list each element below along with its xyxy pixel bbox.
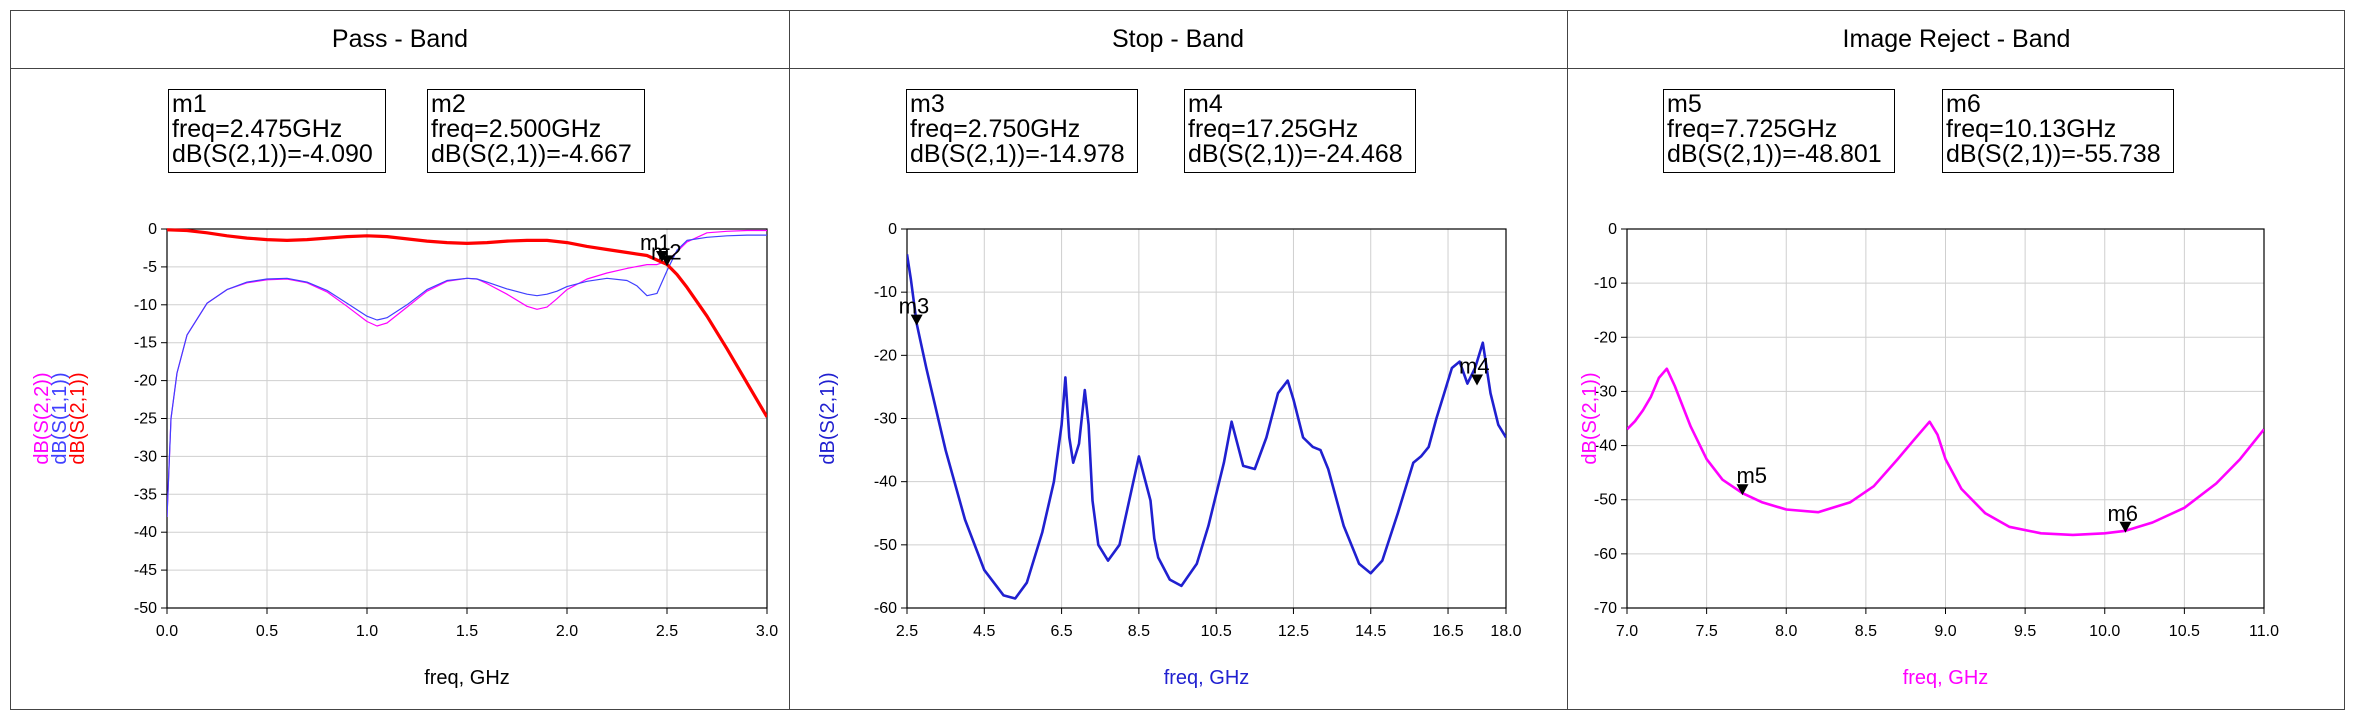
- marker-freq-line: freq=10.13GHz: [1946, 115, 2117, 143]
- header-divider: [11, 68, 2344, 69]
- marker-freq-line: freq=2.750GHz: [910, 115, 1081, 143]
- marker-name: m2: [431, 90, 466, 118]
- figure-frame: Pass - Band Stop - Band Image Reject - B…: [10, 10, 2345, 710]
- marker-readout-m5: m5 freq=7.725GHz dB(S(2,1))=-48.801: [1663, 89, 1895, 173]
- marker-name: m1: [172, 90, 207, 118]
- marker-freq-line: freq=7.725GHz: [1667, 115, 1838, 143]
- marker-name: m3: [910, 90, 945, 118]
- panel-title-stop-band: Stop - Band: [1111, 25, 1245, 53]
- marker-readout-m6: m6 freq=10.13GHz dB(S(2,1))=-55.738: [1942, 89, 2174, 173]
- marker-readout-m3: m3 freq=2.750GHz dB(S(2,1))=-14.978: [906, 89, 1138, 173]
- panel-title-pass-band: Pass - Band: [331, 25, 469, 53]
- marker-readout-m1: m1 freq=2.475GHz dB(S(2,1))=-4.090: [168, 89, 386, 173]
- panel-divider-1: [789, 11, 790, 709]
- marker-value-line: dB(S(2,1))=-4.667: [431, 140, 632, 168]
- marker-freq-line: freq=2.500GHz: [431, 115, 602, 143]
- marker-freq-line: freq=2.475GHz: [172, 115, 343, 143]
- marker-value-line: dB(S(2,1))=-24.468: [1188, 140, 1403, 168]
- panel-divider-2: [1567, 11, 1568, 709]
- marker-value-line: dB(S(2,1))=-55.738: [1946, 140, 2161, 168]
- marker-name: m6: [1946, 90, 1981, 118]
- marker-value-line: dB(S(2,1))=-14.978: [910, 140, 1125, 168]
- marker-readout-m2: m2 freq=2.500GHz dB(S(2,1))=-4.667: [427, 89, 645, 173]
- marker-readout-m4: m4 freq=17.25GHz dB(S(2,1))=-24.468: [1184, 89, 1416, 173]
- marker-value-line: dB(S(2,1))=-48.801: [1667, 140, 1882, 168]
- panel-title-image-reject-band: Image Reject - Band: [1842, 25, 2071, 53]
- marker-value-line: dB(S(2,1))=-4.090: [172, 140, 373, 168]
- marker-name: m4: [1188, 90, 1223, 118]
- marker-freq-line: freq=17.25GHz: [1188, 115, 1359, 143]
- marker-name: m5: [1667, 90, 1702, 118]
